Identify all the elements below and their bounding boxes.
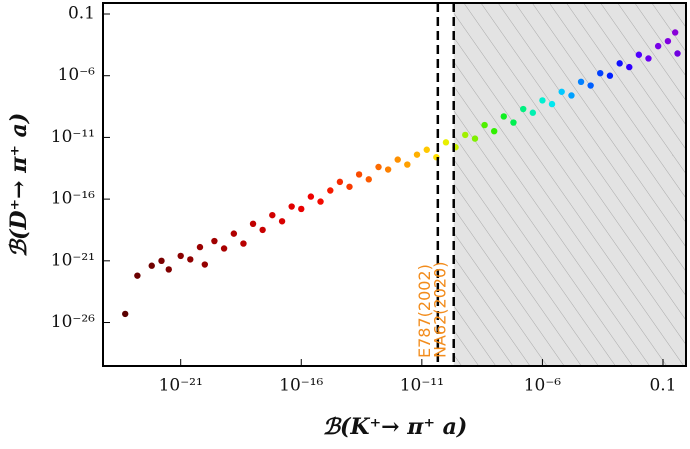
point: [365, 176, 372, 183]
excluded-region: [453, 3, 686, 366]
point: [336, 178, 344, 186]
point: [394, 156, 401, 163]
point: [587, 82, 594, 89]
y-tick-label: 10⁻²¹: [51, 250, 95, 270]
point: [298, 205, 305, 213]
point: [158, 257, 165, 265]
y-tick-label: 10⁻⁶: [58, 65, 96, 85]
plot-area: [122, 3, 686, 366]
point: [177, 252, 184, 260]
x-tick-label: 10⁻¹⁶: [279, 376, 323, 396]
point: [211, 237, 218, 245]
point: [606, 72, 614, 79]
x-tick-label: 0.1: [649, 376, 676, 396]
x-axis-title: ℬ(K⁺→ π⁺ a): [323, 414, 468, 440]
point: [288, 203, 295, 210]
point: [520, 105, 527, 113]
point: [548, 100, 556, 108]
point: [269, 211, 276, 219]
point: [529, 109, 537, 116]
point: [196, 243, 204, 251]
point: [249, 220, 257, 228]
point: [626, 63, 633, 71]
point: [346, 183, 353, 190]
point: [240, 240, 247, 247]
point: [187, 256, 194, 263]
point: [671, 29, 679, 36]
point: [568, 92, 575, 99]
y-tick-label: 10⁻¹⁶: [51, 189, 95, 209]
point: [201, 261, 209, 268]
point: [230, 230, 238, 237]
point: [645, 55, 652, 62]
point: [259, 226, 266, 234]
point: [539, 97, 546, 104]
point: [327, 187, 334, 194]
point: [278, 218, 286, 225]
point: [481, 121, 488, 129]
limit-label: E787(2002): [415, 264, 434, 358]
point: [375, 163, 382, 171]
x-tick-label: 10⁻⁶: [524, 376, 562, 396]
point: [664, 37, 672, 45]
point: [307, 193, 315, 200]
point: [148, 262, 155, 269]
point: [317, 198, 324, 205]
point: [490, 127, 498, 135]
point: [635, 51, 643, 58]
point: [471, 135, 479, 142]
y-axis-title: ℬ(D⁺→ π⁺ a): [6, 113, 32, 258]
point: [500, 113, 507, 120]
point: [384, 166, 392, 173]
point: [462, 131, 469, 139]
point: [355, 171, 363, 178]
point: [442, 139, 450, 146]
x-tick-label: 10⁻¹¹: [400, 376, 444, 396]
point: [654, 42, 662, 50]
limit-label: NA62(2020): [431, 262, 450, 358]
point: [597, 69, 604, 77]
point: [134, 272, 141, 279]
point: [122, 310, 129, 318]
point: [616, 60, 623, 67]
y-tick-label: 0.1: [68, 4, 95, 24]
point: [413, 151, 421, 158]
point: [674, 50, 681, 57]
plot-frame: [102, 2, 687, 367]
point: [220, 245, 228, 252]
x-tick-label: 10⁻²¹: [159, 376, 203, 396]
point: [404, 161, 411, 168]
point: [558, 88, 565, 95]
point: [165, 266, 172, 273]
point: [510, 119, 517, 126]
point: [423, 146, 430, 153]
y-tick-label: 10⁻²⁶: [51, 312, 95, 332]
y-tick-label: 10⁻¹¹: [51, 127, 95, 147]
point: [577, 78, 585, 86]
